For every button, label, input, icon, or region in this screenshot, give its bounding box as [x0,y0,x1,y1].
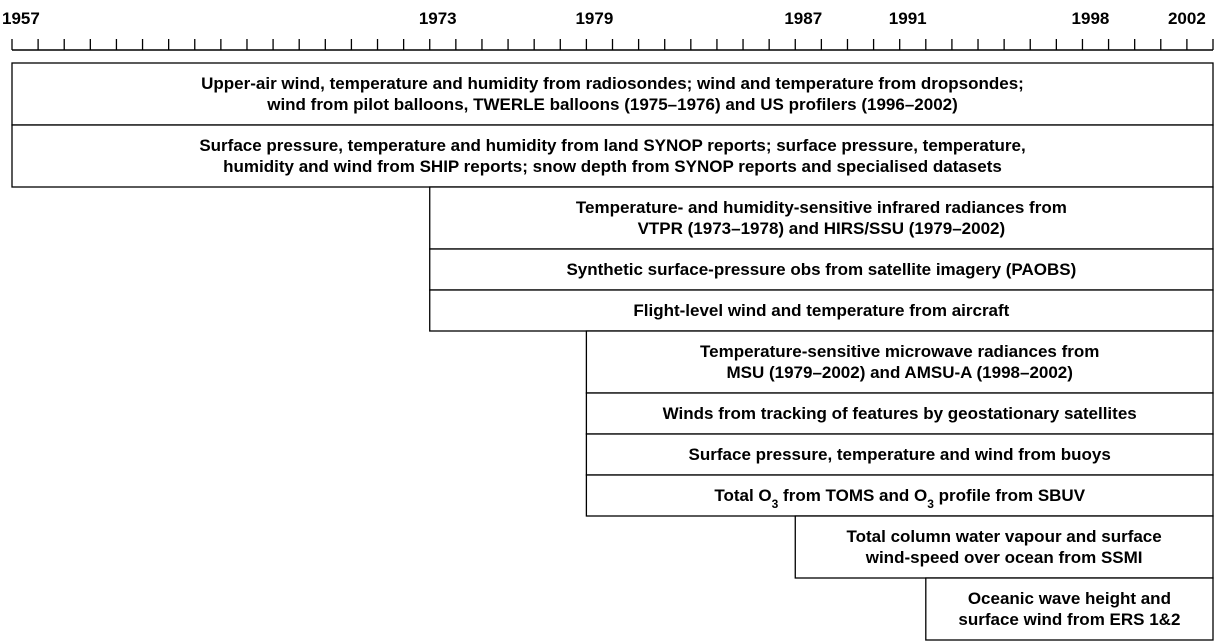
bar-text: wind from pilot balloons, TWERLE balloon… [266,95,958,114]
bar-box [585,330,1214,394]
bar-text: Synthetic surface-pressure obs from sate… [566,260,1076,279]
year-label: 1998 [1072,9,1110,28]
bar-box [794,515,1214,579]
bar-text: Total column water vapour and surface [847,527,1162,546]
bar-text: VTPR (1973–1978) and HIRS/SSU (1979–2002… [638,219,1006,238]
year-label: 1991 [889,9,927,28]
text-part: wind-speed over ocean from SSMI [865,548,1143,567]
data-source-bar: Flight-level wind and temperature from a… [429,289,1214,332]
year-label: 1957 [2,9,40,28]
bar-text: Oceanic wave height and [968,589,1171,608]
bar-box [11,62,1214,126]
bar-text: Total O3 from TOMS and O3 profile from S… [714,486,1085,511]
bar-box [429,289,1214,332]
year-label: 1979 [575,9,613,28]
bar-box [925,577,1214,641]
text-part: MSU (1979–2002) and AMSU-A (1998–2002) [726,363,1072,382]
text-part: wind from pilot balloons, TWERLE balloon… [266,95,958,114]
bar-text: MSU (1979–2002) and AMSU-A (1998–2002) [726,363,1072,382]
data-source-bar: Oceanic wave height and surface wind from… [925,577,1214,641]
data-source-bar: Total column water vapour and surface win… [794,515,1214,579]
bar-box [429,186,1214,250]
subscript: 3 [927,497,934,511]
text-part: Temperature- and humidity-sensitive infr… [576,198,1067,217]
bar-box [585,433,1214,476]
bar-text: surface wind from ERS 1&2 [958,610,1180,629]
bar-text: Temperature- and humidity-sensitive infr… [576,198,1067,217]
text-part: Upper-air wind, temperature and humidity… [201,74,1024,93]
bar-box [11,124,1214,188]
year-label: 2002 [1168,9,1206,28]
text-part: surface wind from ERS 1&2 [958,610,1180,629]
text-part: profile from SBUV [934,486,1086,505]
bar-box [429,248,1214,291]
data-source-bar: Surface pressure, temperature and wind f… [585,433,1214,476]
data-source-bar: Temperature-sensitive microwave radiance… [585,330,1214,394]
bar-text: Surface pressure, temperature and wind f… [689,445,1111,464]
text-part: Synthetic surface-pressure obs from sate… [566,260,1076,279]
text-part: from TOMS and O [778,486,927,505]
data-source-bar: Synthetic surface-pressure obs from sate… [429,248,1214,291]
text-part: Flight-level wind and temperature from a… [633,301,1009,320]
text-part: Surface pressure, temperature and humidi… [199,136,1025,155]
bar-text: wind-speed over ocean from SSMI [865,548,1143,567]
bar-text: Surface pressure, temperature and humidi… [199,136,1025,155]
data-source-bar: Temperature- and humidity-sensitive infr… [429,186,1214,250]
data-source-bar: Upper-air wind, temperature and humidity… [11,62,1214,126]
text-part: Oceanic wave height and [968,589,1171,608]
bar-text: Upper-air wind, temperature and humidity… [201,74,1024,93]
text-part: Surface pressure, temperature and wind f… [689,445,1111,464]
text-part: humidity and wind from SHIP reports; sno… [223,157,1002,176]
data-source-bar: Total O3 from TOMS and O3 profile from S… [585,474,1214,517]
subscript: 3 [772,497,779,511]
text-part: Temperature-sensitive microwave radiance… [700,342,1099,361]
text-part: Total column water vapour and surface [847,527,1162,546]
bar-text: Flight-level wind and temperature from a… [633,301,1009,320]
text-part: VTPR (1973–1978) and HIRS/SSU (1979–2002… [638,219,1006,238]
bar-text: Winds from tracking of features by geost… [663,404,1137,423]
bar-box [585,392,1214,435]
text-part: Total O [714,486,771,505]
bar-text: humidity and wind from SHIP reports; sno… [223,157,1002,176]
data-source-bar: Surface pressure, temperature and humidi… [11,124,1214,188]
text-part: Winds from tracking of features by geost… [663,404,1137,423]
bar-box [585,474,1214,517]
year-label: 1987 [784,9,822,28]
bar-text: Temperature-sensitive microwave radiance… [700,342,1099,361]
year-label: 1973 [419,9,457,28]
data-source-bar: Winds from tracking of features by geost… [585,392,1214,435]
